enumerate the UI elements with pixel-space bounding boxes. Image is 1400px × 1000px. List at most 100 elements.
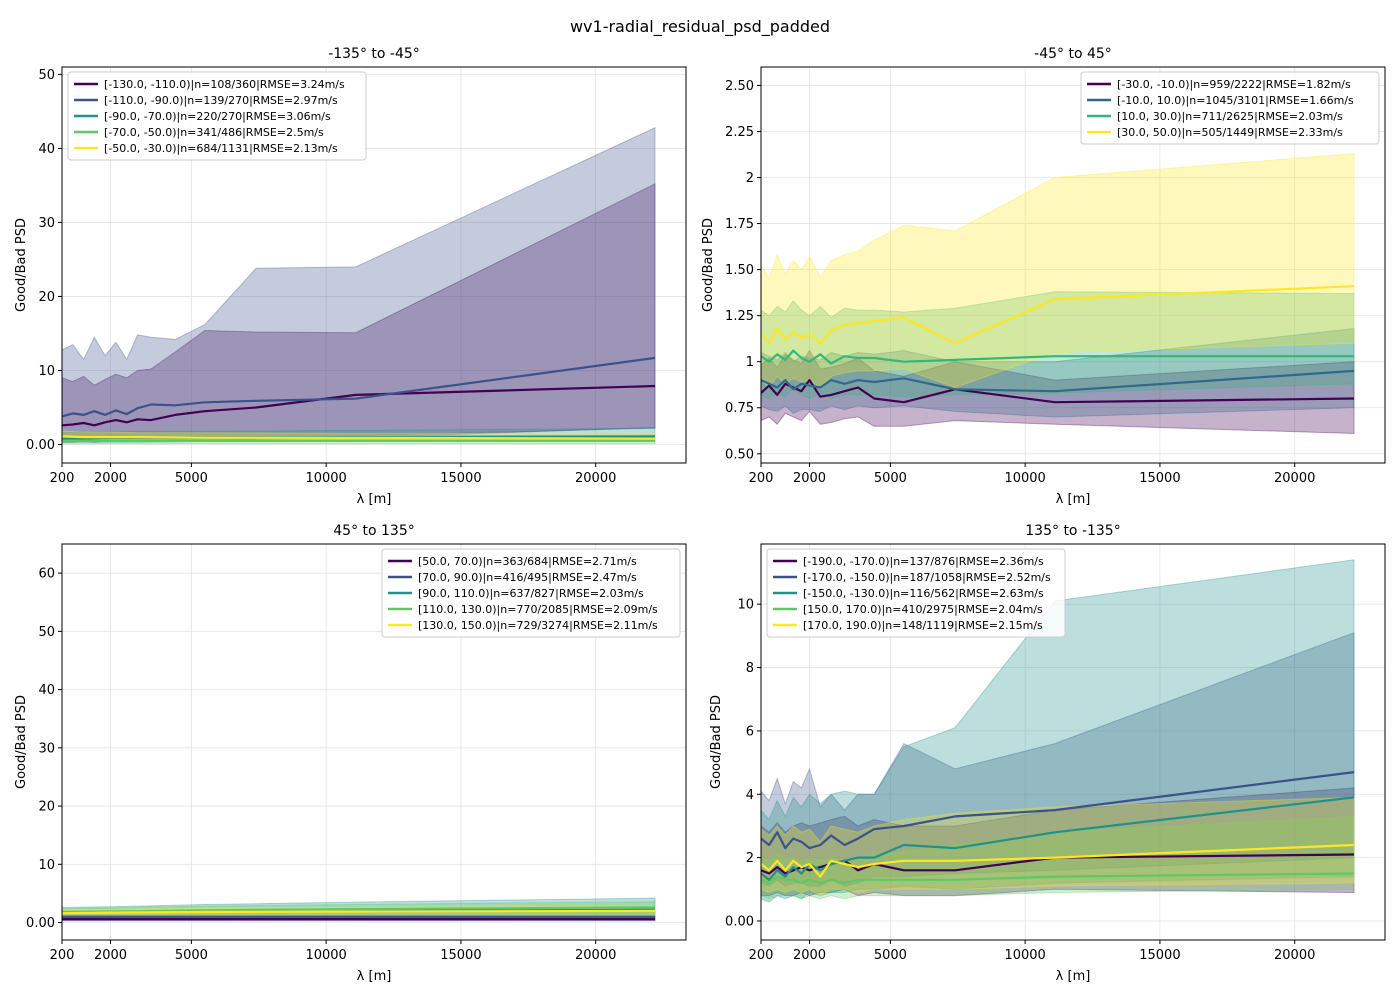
legend-box: [1080, 71, 1380, 145]
series-line: [62, 356, 656, 418]
x-tick-label: 5000: [874, 471, 907, 486]
y-tick-label: 1.75: [725, 217, 754, 232]
y-tick-label: 2.25: [725, 125, 754, 140]
legend-label: [-50.0, -30.0)|n=684/1131|RMSE=2.13m/s: [104, 142, 338, 155]
y-tick-label: 10: [737, 598, 754, 613]
x-tick-label: 5000: [175, 471, 208, 486]
x-tick-label: 10000: [305, 948, 346, 963]
x-axis-label: λ [m]: [1056, 969, 1091, 984]
subplot-bottom-right: 135° to -135° λ [m] Good/Bad PSD 200 2000…: [709, 523, 1386, 984]
legend-label: [90.0, 110.0)|n=637/827|RMSE=2.03m/s: [418, 587, 644, 600]
x-tick-label: 20000: [1274, 948, 1315, 963]
subplot-title: -45° to 45°: [1034, 46, 1112, 62]
legend-label: [110.0, 130.0)|n=770/2085|RMSE=2.09m/s: [418, 603, 658, 616]
legend-label: [50.0, 70.0)|n=363/684|RMSE=2.71m/s: [418, 555, 637, 568]
legend: [-190.0, -170.0)|n=137/876|RMSE=2.36m/s […: [766, 548, 1066, 638]
y-tick-label: 60: [38, 567, 55, 582]
legend-label: [70.0, 90.0)|n=416/495|RMSE=2.47m/s: [418, 571, 637, 584]
y-tick-label: 30: [38, 216, 55, 231]
series-band: [761, 153, 1355, 389]
series-line: [761, 853, 1355, 875]
y-tick-label: 30: [38, 741, 55, 756]
series-band: [761, 291, 1355, 400]
y-axis-label: Good/Bad PSD: [14, 218, 29, 312]
x-tick-label: 15000: [1139, 471, 1180, 486]
y-tick-label: 4: [746, 788, 754, 803]
series-line: [761, 285, 1355, 345]
legend-label: [-150.0, -130.0)|n=116/562|RMSE=2.63m/s: [803, 587, 1044, 600]
figure-title: wv1-radial_residual_psd_padded: [570, 17, 830, 37]
y-tick-label: 10: [38, 364, 55, 379]
x-axis-label: λ [m]: [1056, 492, 1091, 507]
axes-frame: [760, 543, 1386, 941]
x-tick-label: 200: [50, 948, 75, 963]
subplot-top-right: -45° to 45° λ [m] Good/Bad PSD 200 2000 50…: [701, 46, 1386, 507]
legend-label: [170.0, 190.0)|n=148/1119|RMSE=2.15m/s: [803, 619, 1043, 632]
x-tick-label: 2000: [793, 948, 826, 963]
series-line: [761, 872, 1355, 885]
series-line: [761, 843, 1355, 878]
x-tick-label: 20000: [575, 471, 616, 486]
plot-area: [62, 126, 656, 445]
y-tick-label: 50: [38, 625, 55, 640]
y-axis-label: Good/Bad PSD: [14, 695, 29, 789]
x-axis-label: λ [m]: [357, 492, 392, 507]
y-tick-label: 1.25: [725, 309, 754, 324]
legend: [-30.0, -10.0)|n=959/2222|RMSE=1.82m/s [-…: [1080, 71, 1380, 145]
y-tick-label: 2.50: [725, 79, 754, 94]
legend: [-130.0, -110.0)|n=108/360|RMSE=3.24m/s […: [67, 71, 367, 161]
plot-area: [62, 897, 656, 922]
x-tick-label: 15000: [1139, 948, 1180, 963]
y-tick-label: 40: [38, 683, 55, 698]
legend-label: [-190.0, -170.0)|n=137/876|RMSE=2.36m/s: [803, 555, 1044, 568]
x-tick-label: 5000: [175, 948, 208, 963]
legend-label: [150.0, 170.0)|n=410/2975|RMSE=2.04m/s: [803, 603, 1043, 616]
y-tick-label: 10: [38, 858, 55, 873]
y-axis-label: Good/Bad PSD: [701, 218, 716, 312]
series-line: [62, 435, 656, 440]
y-tick-label: 20: [38, 800, 55, 815]
y-tick-label: 2: [746, 851, 754, 866]
legend-label: [130.0, 150.0)|n=729/3274|RMSE=2.11m/s: [418, 619, 658, 632]
x-tick-label: 15000: [440, 471, 481, 486]
subplot-title: 135° to -135°: [1025, 523, 1120, 539]
series-band: [761, 327, 1355, 418]
plot-area: [761, 559, 1355, 903]
y-tick-label: 40: [38, 142, 55, 157]
series-line: [761, 379, 1355, 404]
x-tick-label: 200: [749, 471, 774, 486]
y-tick-label: 20: [38, 290, 55, 305]
x-tick-label: 5000: [874, 948, 907, 963]
y-tick-label: 0.00: [725, 914, 754, 929]
x-tick-label: 10000: [1004, 948, 1045, 963]
y-tick-label: 6: [746, 724, 754, 739]
axes-frame: [61, 543, 687, 941]
legend-box: [766, 548, 1066, 638]
subplot-bottom-left: 45° to 135° λ [m] Good/Bad PSD 200 2000 50…: [14, 523, 687, 984]
series-line: [62, 909, 656, 915]
legend-label: [-70.0, -50.0)|n=341/486|RMSE=2.5m/s: [104, 126, 324, 139]
axes-frame: [760, 66, 1386, 464]
x-tick-label: 200: [749, 948, 774, 963]
plot-area: [761, 153, 1355, 435]
legend: [50.0, 70.0)|n=363/684|RMSE=2.71m/s [70.0…: [381, 548, 681, 638]
x-tick-label: 10000: [1004, 471, 1045, 486]
legend-label: [-110.0, -90.0)|n=139/270|RMSE=2.97m/s: [104, 94, 338, 107]
y-tick-label: 1.50: [725, 263, 754, 278]
y-tick-label: 50: [38, 68, 55, 83]
legend-label: [30.0, 50.0)|n=505/1449|RMSE=2.33m/s: [1117, 126, 1343, 139]
x-tick-label: 10000: [305, 471, 346, 486]
y-tick-label: 8: [746, 661, 754, 676]
y-tick-label: 1: [746, 355, 754, 370]
series-line: [62, 906, 656, 914]
subplot-top-left: -135° to -45° λ [m] Good/Bad PSD 200 2000…: [14, 46, 687, 507]
x-tick-label: 200: [50, 471, 75, 486]
series-line: [62, 384, 656, 427]
legend-label: [-30.0, -10.0)|n=959/2222|RMSE=1.82m/s: [1117, 78, 1351, 91]
legend-label: [10.0, 30.0)|n=711/2625|RMSE=2.03m/s: [1117, 110, 1343, 123]
x-tick-label: 2000: [793, 471, 826, 486]
legend-label: [-130.0, -110.0)|n=108/360|RMSE=3.24m/s: [104, 78, 345, 91]
subplot-title: 45° to 135°: [333, 523, 415, 539]
